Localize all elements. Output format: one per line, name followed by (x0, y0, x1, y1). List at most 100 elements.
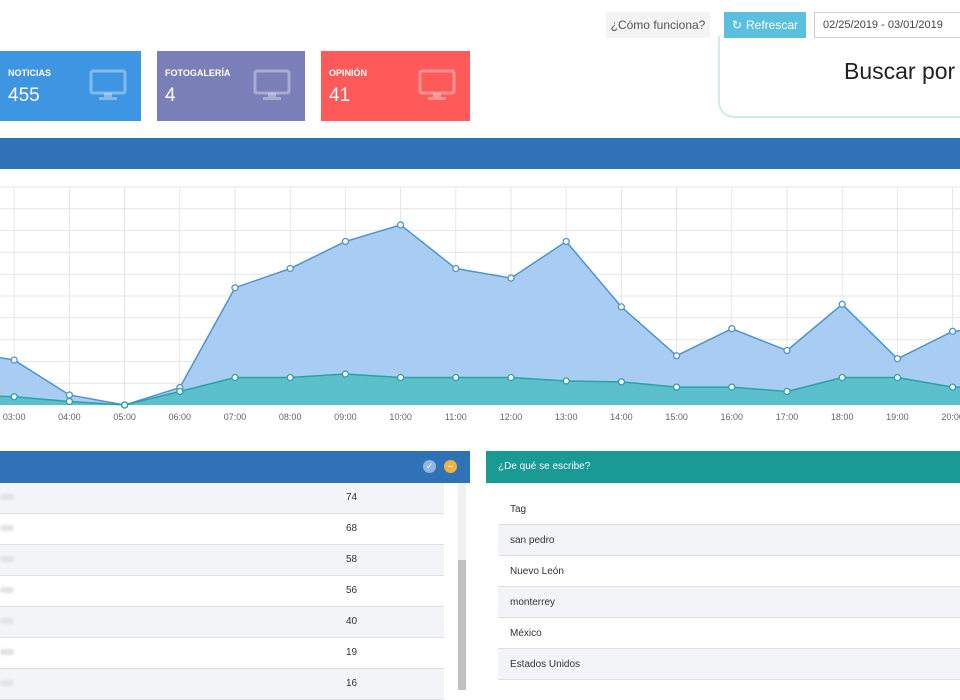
monitor-icon (89, 69, 127, 100)
data-point (562, 377, 570, 385)
blurred-label (0, 525, 14, 531)
x-tick-label: 16:00 (721, 412, 744, 422)
x-tick-label: 10:00 (389, 412, 412, 422)
collapse-icon[interactable]: – (444, 460, 457, 473)
left-panel-body: 74 68 58 56 40 19 16 (0, 483, 470, 700)
card-label: FOTOGALERÍA (165, 68, 231, 78)
list-item-value: 16 (346, 678, 358, 689)
blurred-label (0, 494, 14, 500)
refresh-button[interactable]: ↻ Refrescar (724, 12, 806, 38)
series-line-1 (0, 373, 960, 406)
list-item[interactable]: 74 (0, 483, 444, 514)
list-item[interactable]: 19 (0, 638, 444, 669)
scrollbar-thumb[interactable] (458, 560, 466, 690)
series-area-1 (0, 374, 960, 405)
search-title: Buscar por (844, 58, 956, 84)
series-area-0 (0, 224, 960, 405)
blurred-label (0, 649, 14, 655)
data-point (617, 303, 626, 311)
table-row[interactable]: Estados Unidos (498, 649, 960, 680)
data-point (231, 284, 239, 292)
card-value: 455 (8, 85, 40, 106)
list-item-value: 40 (346, 616, 358, 627)
x-tick-label: 12:00 (500, 412, 523, 422)
data-point (286, 373, 294, 382)
data-point (452, 373, 460, 382)
blurred-label (0, 618, 14, 624)
data-point (562, 237, 570, 246)
data-point (783, 387, 791, 396)
x-tick-label: 19:00 (886, 412, 909, 422)
data-point (507, 274, 515, 282)
hourly-area-chart: 03:00 04:00 05:00 06:00 07:00 08:00 09:00 10:00… (0, 186, 960, 422)
data-point (176, 387, 184, 396)
data-point (286, 264, 294, 273)
data-point (893, 355, 902, 363)
x-tick-label: 04:00 (58, 412, 81, 422)
x-tick-label: 03:00 (3, 412, 26, 422)
blurred-label (0, 556, 14, 562)
chart-header-band (0, 138, 960, 169)
card-label: OPINIÓN (329, 68, 368, 78)
list-item[interactable]: 68 (0, 514, 444, 545)
x-tick-label: 05:00 (113, 412, 136, 422)
data-point (341, 370, 350, 378)
data-point (948, 327, 957, 335)
card-label: NOTICIAS (8, 68, 52, 78)
data-point (672, 352, 681, 360)
table-header: Tag (498, 494, 960, 525)
data-point (507, 373, 515, 382)
list-item-value: 56 (346, 585, 358, 596)
search-panel (718, 36, 960, 118)
table-row[interactable]: México (498, 618, 960, 649)
x-tick-label: 06:00 (169, 412, 192, 422)
help-button[interactable]: ¿Cómo funciona? (606, 12, 710, 38)
table-row[interactable]: Nuevo León (498, 556, 960, 587)
list-item[interactable]: 16 (0, 669, 444, 700)
blurred-label (0, 587, 14, 593)
check-icon[interactable]: ✓ (423, 460, 436, 473)
list-item-value: 74 (346, 492, 358, 503)
card-noticias[interactable]: NOTICIAS 455 (0, 51, 141, 121)
data-point (10, 356, 18, 364)
data-point (948, 383, 957, 391)
table-row[interactable]: monterrey (498, 587, 960, 618)
monitor-icon (418, 69, 456, 100)
data-point (65, 397, 74, 406)
data-point (893, 373, 902, 382)
list-item[interactable]: 58 (0, 545, 444, 576)
list-item-value: 58 (346, 554, 358, 565)
x-tick-label: 18:00 (831, 412, 854, 422)
left-panel-header (0, 451, 470, 483)
data-point (617, 378, 626, 386)
list-item-value: 68 (346, 523, 358, 534)
data-point (838, 373, 846, 382)
card-fotogaleria[interactable]: FOTOGALERÍA 4 (157, 51, 305, 121)
x-tick-label: 20:00 (941, 412, 960, 422)
refresh-icon: ↻ (731, 18, 743, 32)
x-tick-label: 11:00 (445, 412, 467, 422)
card-value: 41 (329, 85, 351, 106)
blurred-label (0, 680, 14, 686)
x-tick-label: 07:00 (224, 412, 247, 422)
monitor-icon (253, 69, 291, 100)
x-tick-label: 09:00 (334, 412, 357, 422)
list-item[interactable]: 56 (0, 576, 444, 607)
data-point (65, 391, 74, 399)
card-value: 4 (165, 85, 176, 106)
list-item-value: 19 (346, 647, 358, 658)
data-point (672, 383, 681, 391)
data-point (10, 393, 18, 401)
data-point (341, 237, 350, 246)
date-range-input[interactable] (814, 12, 960, 38)
x-tick-label: 08:00 (279, 412, 302, 422)
x-tick-label: 14:00 (610, 412, 633, 422)
x-tick-label: 17:00 (776, 412, 799, 422)
table-row[interactable]: san pedro (498, 525, 960, 556)
data-point (231, 373, 239, 382)
data-point (838, 300, 846, 308)
right-panel-title: ¿De qué se escribe? (486, 451, 960, 483)
card-opinion[interactable]: OPINIÓN 41 (321, 51, 470, 121)
data-point (396, 221, 405, 229)
list-item[interactable]: 40 (0, 607, 444, 638)
